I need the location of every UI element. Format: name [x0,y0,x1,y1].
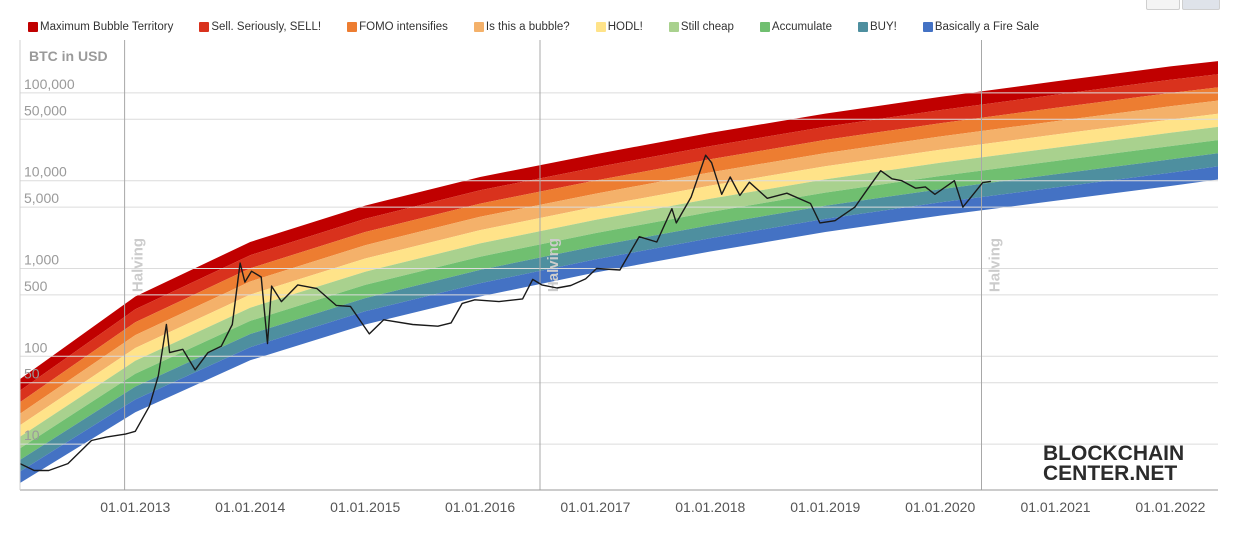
halving-label: Halving [130,238,147,292]
legend-label: BUY! [870,21,897,33]
legend-item[interactable]: Still cheap [668,21,734,33]
legend-item[interactable]: Is this a bubble? [473,21,570,33]
x-tick-label: 01.01.2014 [215,499,285,515]
legend-item[interactable]: Sell. Seriously, SELL! [199,21,321,33]
legend-item[interactable]: Maximum Bubble Territory [28,21,173,33]
x-tick-label: 01.01.2021 [1020,499,1090,515]
legend-item[interactable]: HODL! [595,21,643,33]
y-tick-label: 10,000 [24,164,67,180]
logo: BLOCKCHAIN CENTER.NET [1043,442,1184,485]
legend-item[interactable]: Accumulate [759,21,832,33]
y-tick-label: 50,000 [24,102,67,118]
legend-label: Accumulate [771,21,832,33]
x-tick-label: 01.01.2020 [905,499,975,515]
legend-item[interactable]: FOMO intensifies [347,21,448,33]
legend-swatch [595,22,606,32]
legend-swatch [473,22,484,32]
legend-swatch [922,22,933,32]
legend-label: Still cheap [680,21,734,33]
legend-label: Maximum Bubble Territory [40,21,174,33]
y-axis-title: BTC in USD [29,48,108,64]
price-line [20,154,992,472]
y-tick-label: 50 [24,366,40,382]
legend-swatch [759,22,770,32]
y-tick-label: 5,000 [24,190,59,206]
x-tick-label: 01.01.2018 [675,499,745,515]
halving-label: Halving [545,238,562,292]
legend-label: Basically a Fire Sale [934,21,1040,33]
legend-swatch [28,22,38,32]
logo-line2: CENTER.NET [1043,462,1177,485]
y-tick-label: 100 [24,339,48,355]
y-tick-label: 500 [24,278,48,294]
legend-item[interactable]: Basically a Fire Sale [922,21,1040,33]
x-tick-label: 01.01.2016 [445,499,515,515]
halving-label: Halving [987,238,1004,292]
x-tick-label: 01.01.2015 [330,499,400,515]
y-tick-label: 10 [24,427,40,443]
legend-label: Is this a bubble? [485,21,570,33]
legend-label: FOMO intensifies [359,21,448,33]
legend-swatch [347,22,358,32]
x-tick-label: 01.01.2022 [1135,499,1205,515]
legend-label: HODL! [607,21,643,33]
legend-swatch [668,22,679,32]
logo-line1: BLOCKCHAIN [1043,442,1184,465]
x-tick-label: 01.01.2019 [790,499,860,515]
legend-swatch [199,22,210,32]
toolbar-button-right[interactable] [1182,0,1220,10]
x-tick-label: 01.01.2017 [560,499,630,515]
legend-item[interactable]: BUY! [858,21,897,33]
x-tick-label: 01.01.2013 [100,499,170,515]
y-tick-label: 1,000 [24,252,59,268]
legend-swatch [858,22,868,32]
legend: Maximum Bubble Territory Sell. Seriously,… [28,19,1065,35]
legend-label: Sell. Seriously, SELL! [211,21,322,33]
y-tick-label: 100,000 [24,76,75,92]
toolbar-button-left[interactable] [1146,0,1180,10]
